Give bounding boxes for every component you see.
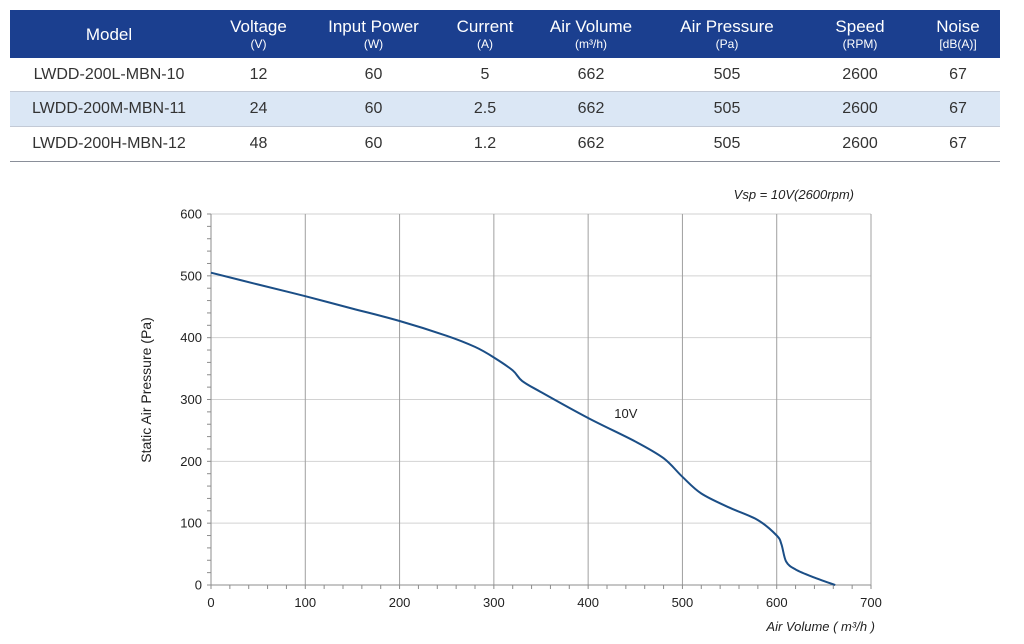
minor-ticks — [207, 213, 872, 589]
y-tick-label: 300 — [180, 392, 202, 407]
pressure-volume-chart: 0 100 200 300 400 500 600 700 0 100 200 300 400 500 60… — [138, 187, 882, 634]
cell-noise: 67 — [949, 135, 967, 152]
column-header-current: Current (A) — [438, 10, 532, 58]
column-header-unit: (m³/h) — [575, 36, 607, 51]
column-header-label: Input Power — [328, 16, 419, 36]
column-header-label: Model — [85, 24, 133, 44]
y-axis-title: Static Air Pressure (Pa) — [138, 317, 154, 463]
cell-model: LWDD-200M-MBN-11 — [10, 91, 208, 127]
x-axis-title: Air Volume ( m³/h ) — [765, 619, 875, 634]
column-header-unit: (RPM) — [842, 36, 878, 51]
x-tick-label: 700 — [860, 595, 882, 610]
cell-voltage: 24 — [208, 91, 309, 127]
tick-labels: 0 100 200 300 400 500 600 700 0 100 200 300 400 500 60… — [180, 207, 882, 611]
column-header-air-volume: Air Volume (m³/h) — [532, 10, 650, 58]
cell-current: 5 — [480, 65, 490, 83]
column-header-model: Model — [10, 10, 208, 58]
y-tick-label: 100 — [180, 516, 202, 531]
x-tick-label: 200 — [389, 595, 411, 610]
column-header-label: Current — [456, 16, 514, 36]
cell-air-pressure: 505 — [713, 65, 741, 83]
column-header-unit: (W) — [363, 36, 384, 51]
y-tick-label: 500 — [180, 268, 202, 283]
column-header-label: Air Pressure — [680, 16, 774, 36]
column-header-label: Speed — [835, 16, 885, 36]
x-tick-label: 300 — [483, 595, 505, 610]
cell-noise: 67 — [916, 91, 1000, 127]
column-header-speed: Speed (RPM) — [804, 10, 916, 58]
y-tick-label: 400 — [180, 330, 202, 345]
column-header-unit: (A) — [477, 36, 493, 51]
table-header-row: Model Voltage (V) Input Power (W) Curren… — [10, 10, 1000, 58]
series-line-10v — [210, 271, 836, 586]
cell-air-volume: 662 — [577, 65, 605, 83]
cell-current: 1.2 — [473, 135, 497, 152]
x-tick-label: 400 — [577, 595, 599, 610]
x-tick-label: 600 — [766, 595, 788, 610]
column-header-input-power: Input Power (W) — [309, 10, 438, 58]
cell-air-volume: 662 — [532, 91, 650, 127]
x-tick-label: 100 — [294, 595, 316, 610]
column-header-label: Noise — [936, 16, 980, 36]
cell-air-pressure: 505 — [713, 135, 741, 152]
cell-speed: 2600 — [804, 91, 916, 127]
grid-lines — [211, 213, 872, 585]
cell-input-power: 60 — [364, 65, 383, 83]
spec-table: Model Voltage (V) Input Power (W) Curren… — [10, 10, 1000, 162]
cell-air-pressure: 505 — [650, 91, 804, 127]
cell-model: LWDD-200L-MBN-10 — [33, 65, 185, 83]
table-row: LWDD-200M-MBN-11 24 60 2.5 662 505 2600 … — [10, 91, 1000, 127]
column-header-unit: (V) — [250, 36, 267, 51]
y-tick-label: 600 — [180, 207, 202, 222]
chart-annotation: Vsp = 10V(2600rpm) — [734, 187, 854, 202]
cell-current: 2.5 — [438, 91, 532, 127]
column-header-voltage: Voltage (V) — [208, 10, 309, 58]
series-layer: 10V — [210, 271, 836, 586]
cell-noise: 67 — [949, 65, 967, 83]
axes — [210, 214, 871, 586]
x-tick-label: 0 — [207, 595, 214, 610]
column-header-unit: [dB(A)] — [939, 36, 977, 51]
column-header-air-pressure: Air Pressure (Pa) — [650, 10, 804, 58]
table-row: LWDD-200L-MBN-10 12 60 5 662 505 2600 67 — [10, 58, 1000, 92]
series-label: 10V — [614, 406, 637, 421]
cell-air-volume: 662 — [577, 135, 605, 152]
cell-speed: 2600 — [842, 135, 878, 152]
column-header-unit: (Pa) — [715, 36, 739, 51]
cell-speed: 2600 — [842, 65, 878, 83]
cell-model: LWDD-200H-MBN-12 — [32, 135, 186, 152]
cell-input-power: 60 — [309, 91, 438, 127]
cell-input-power: 60 — [364, 135, 383, 152]
column-header-label: Voltage — [230, 16, 287, 36]
cell-voltage: 48 — [249, 135, 268, 152]
x-tick-label: 500 — [672, 595, 694, 610]
column-header-noise: Noise [dB(A)] — [916, 10, 1000, 58]
table-row: LWDD-200H-MBN-12 48 60 1.2 662 505 2600 … — [10, 127, 1000, 162]
y-tick-label: 0 — [195, 578, 202, 593]
column-header-label: Air Volume — [549, 16, 633, 36]
cell-voltage: 12 — [249, 65, 268, 83]
y-tick-label: 200 — [180, 454, 202, 469]
